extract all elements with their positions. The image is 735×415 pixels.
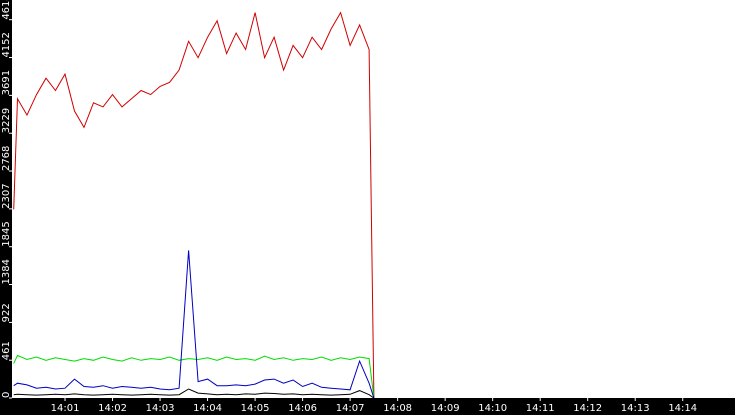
- x-tick-label: 14:13: [621, 403, 650, 414]
- y-tick-label: 4614: [1, 0, 12, 20]
- x-tick-label: 14:12: [573, 403, 602, 414]
- y-tick-label: 1845: [1, 221, 12, 246]
- y-tick-label: 922: [1, 303, 12, 322]
- x-tick-label: 14:03: [146, 403, 175, 414]
- x-tick-label: 14:08: [383, 403, 412, 414]
- x-tick-label: 14:07: [336, 403, 365, 414]
- y-tick-label: 4152: [1, 32, 12, 57]
- y-tick-label: 0: [1, 392, 12, 398]
- x-tick-label: 14:01: [51, 403, 80, 414]
- x-tick-label: 14:09: [431, 403, 460, 414]
- y-tick-label: 1384: [1, 259, 12, 284]
- y-tick-label: 3229: [1, 108, 12, 133]
- x-tick-label: 14:06: [288, 403, 317, 414]
- x-tick-label: 14:05: [241, 403, 270, 414]
- y-tick-label: 3691: [1, 70, 12, 95]
- x-tick-label: 14:11: [526, 403, 555, 414]
- x-tick-label: 14:14: [668, 403, 697, 414]
- x-tick-label: 14:02: [98, 403, 127, 414]
- y-tick-label: 461: [1, 341, 12, 360]
- x-tick-label: 14:04: [193, 403, 222, 414]
- x-tick-label: 14:10: [478, 403, 507, 414]
- series-line: [13, 11, 375, 399]
- series-line: [13, 388, 375, 399]
- x-axis-strip: [0, 398, 735, 415]
- y-tick-label: 2768: [1, 146, 12, 171]
- y-axis-strip: [0, 0, 12, 415]
- series-line: [13, 250, 375, 399]
- y-tick-label: 2307: [1, 183, 12, 208]
- series-line: [13, 354, 375, 399]
